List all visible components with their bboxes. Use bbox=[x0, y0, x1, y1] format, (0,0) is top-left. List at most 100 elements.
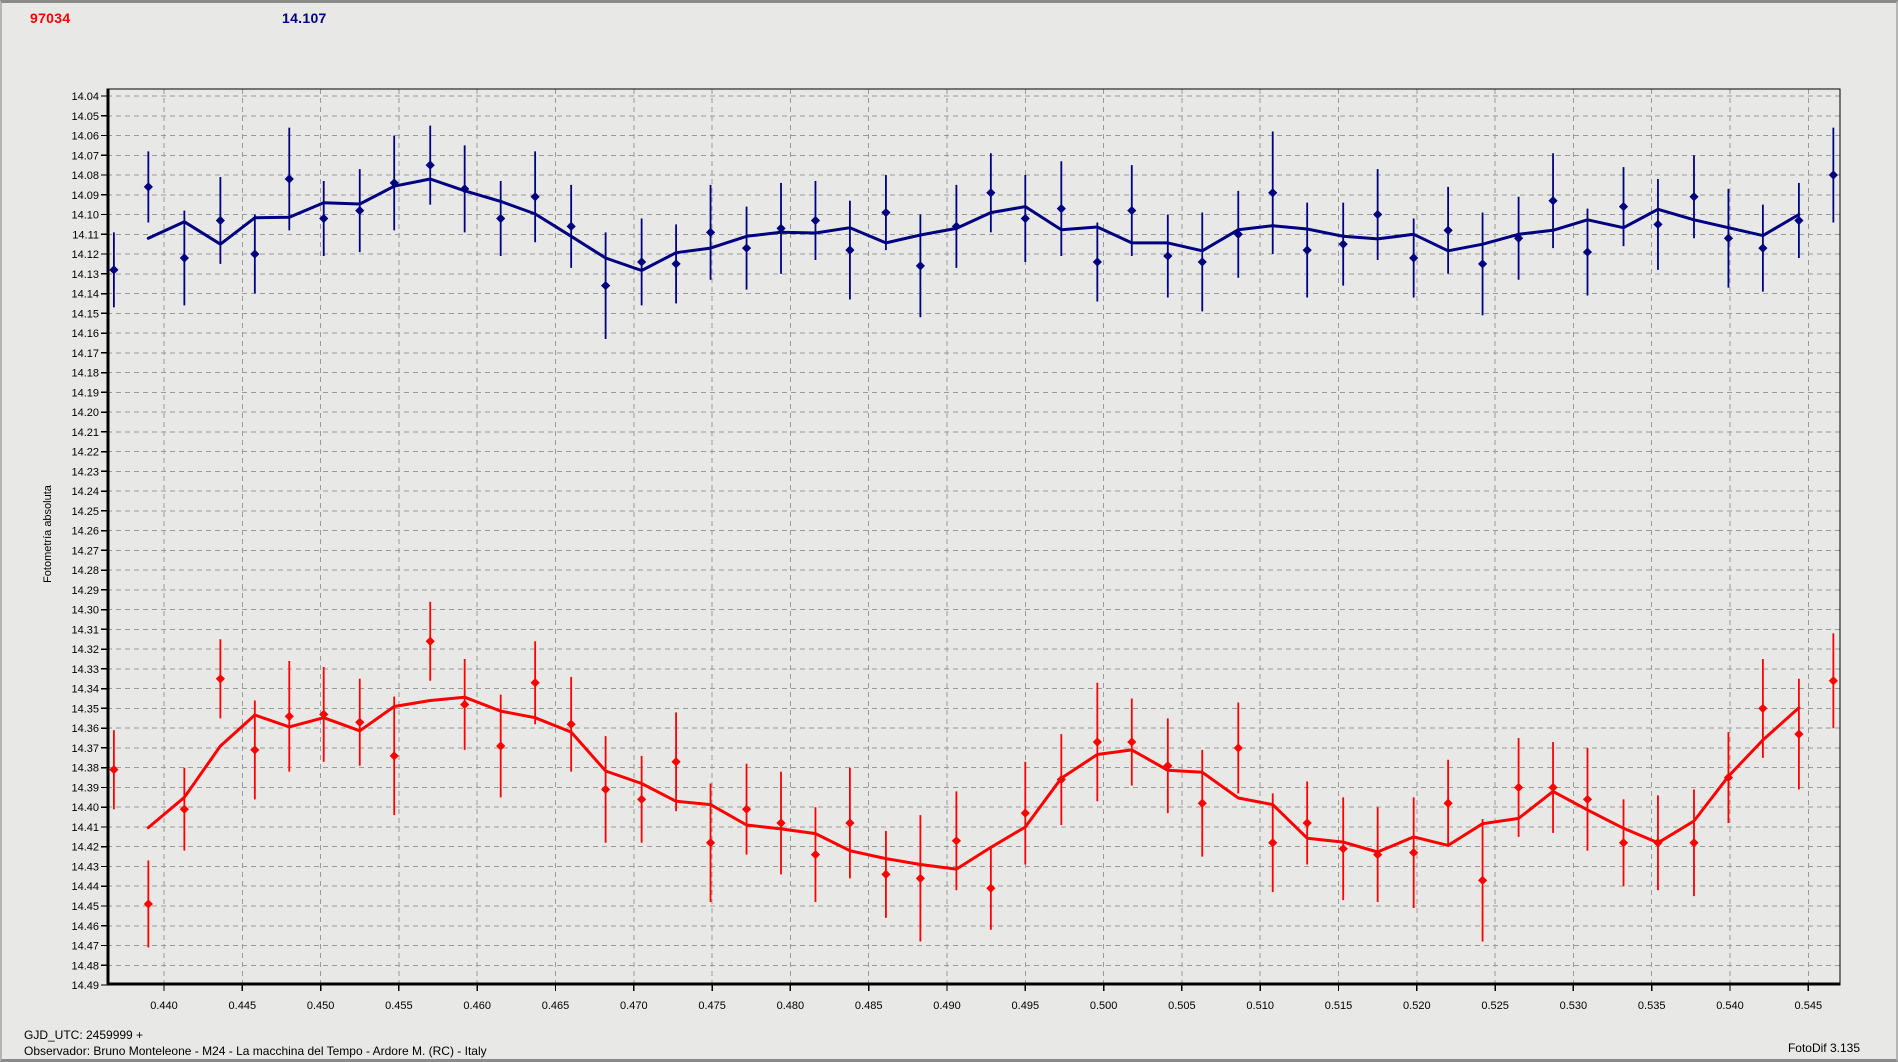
data-point-blue bbox=[1582, 247, 1593, 257]
y-tick-label: 14.04 bbox=[71, 91, 99, 103]
data-point-blue bbox=[1163, 251, 1173, 261]
data-point-blue bbox=[1197, 257, 1207, 267]
y-tick-label: 14.37 bbox=[71, 743, 99, 755]
x-tick-label: 0.445 bbox=[229, 1000, 257, 1012]
mean-line-red bbox=[146, 695, 1801, 871]
data-point-red bbox=[460, 699, 470, 710]
data-point-red bbox=[1409, 848, 1419, 858]
y-tick-label: 14.14 bbox=[71, 289, 99, 301]
x-tick-label: 0.535 bbox=[1638, 1000, 1666, 1012]
data-point-red bbox=[1020, 808, 1030, 818]
data-point-red bbox=[671, 757, 681, 767]
gjd-utc-label: GJD_UTC: 2459999 + bbox=[24, 1028, 144, 1042]
data-point-blue bbox=[566, 221, 576, 231]
data-point-red bbox=[741, 804, 752, 814]
data-point-red bbox=[881, 869, 891, 879]
data-point-blue bbox=[741, 243, 752, 253]
data-point-red bbox=[1302, 818, 1312, 828]
x-tick-label: 0.465 bbox=[542, 1000, 570, 1012]
x-tick-label: 0.490 bbox=[933, 1000, 961, 1012]
data-point-blue bbox=[1794, 215, 1804, 226]
data-point-blue bbox=[530, 192, 540, 202]
y-tick-label: 14.47 bbox=[71, 941, 99, 953]
data-point-blue bbox=[1127, 205, 1137, 216]
light-curve-chart: 14.04 14.05 14.06 14.07 14.08 14.09 14.10 14.11… bbox=[71, 88, 1841, 1012]
data-point-red bbox=[1513, 782, 1524, 793]
y-tick-label: 14.05 bbox=[71, 111, 99, 123]
y-tick-label: 14.26 bbox=[71, 526, 99, 538]
data-point-blue bbox=[109, 265, 119, 275]
object-id: 97034 bbox=[30, 10, 71, 26]
data-point-blue bbox=[1758, 243, 1768, 253]
y-tick-label: 14.31 bbox=[71, 624, 99, 636]
data-point-red bbox=[1092, 737, 1102, 747]
data-point-red bbox=[1548, 782, 1558, 793]
y-tick-label: 14.22 bbox=[71, 447, 99, 459]
x-tick-label: 0.500 bbox=[1090, 1000, 1118, 1012]
data-point-blue bbox=[1092, 257, 1102, 267]
data-point-blue bbox=[389, 178, 399, 188]
data-point-blue bbox=[496, 213, 506, 224]
data-point-blue bbox=[1689, 192, 1699, 202]
data-point-red bbox=[250, 745, 260, 755]
y-tick-label: 14.45 bbox=[71, 901, 99, 913]
data-point-red bbox=[319, 709, 329, 719]
data-point-red bbox=[1618, 838, 1629, 848]
mean-line-blue bbox=[146, 177, 1801, 272]
app-version-label: FotoDif 3.135 bbox=[1787, 1041, 1860, 1055]
y-tick-label: 14.11 bbox=[72, 229, 99, 241]
y-axis-title: Fotometría absoluta bbox=[42, 485, 54, 583]
y-tick-label: 14.42 bbox=[71, 842, 99, 854]
x-tick-label: 0.480 bbox=[777, 1000, 805, 1012]
data-point-blue bbox=[250, 249, 260, 259]
data-point-red bbox=[810, 850, 821, 860]
y-tick-label: 14.09 bbox=[71, 190, 99, 202]
data-point-blue bbox=[915, 261, 925, 271]
data-point-red bbox=[1233, 743, 1243, 753]
data-point-blue bbox=[179, 253, 189, 263]
data-point-blue bbox=[319, 213, 329, 224]
data-point-red bbox=[496, 741, 506, 751]
y-tick-label: 14.49 bbox=[71, 980, 99, 992]
data-point-red bbox=[637, 794, 647, 804]
data-point-blue bbox=[1723, 233, 1734, 243]
data-point-red bbox=[355, 717, 365, 727]
data-point-blue bbox=[1020, 213, 1030, 224]
data-point-red bbox=[1828, 676, 1838, 686]
x-tick-label: 0.515 bbox=[1325, 1000, 1353, 1012]
data-point-blue bbox=[1373, 209, 1383, 220]
y-tick-label: 14.20 bbox=[71, 407, 99, 419]
data-point-blue bbox=[776, 223, 786, 233]
data-point-blue bbox=[637, 257, 647, 267]
y-tick-label: 14.10 bbox=[71, 210, 99, 222]
y-tick-label: 14.46 bbox=[71, 921, 99, 933]
data-point-blue bbox=[284, 174, 294, 184]
data-point-red bbox=[215, 674, 225, 684]
x-tick-label: 0.520 bbox=[1403, 1000, 1431, 1012]
y-tick-label: 14.36 bbox=[71, 723, 99, 735]
y-tick-label: 14.30 bbox=[71, 605, 99, 617]
y-tick-label: 14.43 bbox=[71, 861, 99, 873]
x-tick-label: 0.530 bbox=[1560, 1000, 1588, 1012]
x-tick-label: 0.460 bbox=[463, 1000, 491, 1012]
y-tick-label: 14.44 bbox=[71, 881, 99, 893]
y-tick-label: 14.39 bbox=[71, 782, 99, 794]
data-point-red bbox=[1794, 729, 1804, 739]
data-point-red bbox=[109, 765, 119, 775]
data-point-red bbox=[1268, 838, 1278, 848]
data-point-blue bbox=[143, 182, 153, 192]
y-tick-label: 14.12 bbox=[71, 249, 99, 261]
y-tick-label: 14.23 bbox=[71, 466, 99, 478]
data-point-blue bbox=[1653, 219, 1663, 230]
y-tick-label: 14.41 bbox=[71, 822, 99, 834]
data-point-red bbox=[284, 711, 294, 721]
data-point-blue bbox=[425, 160, 435, 170]
y-tick-label: 14.35 bbox=[71, 703, 99, 715]
data-point-blue bbox=[986, 188, 996, 198]
data-point-red bbox=[1338, 844, 1348, 854]
data-point-red bbox=[845, 818, 855, 828]
data-point-red bbox=[1758, 703, 1768, 714]
data-point-blue bbox=[355, 205, 365, 216]
y-tick-label: 14.32 bbox=[71, 644, 99, 656]
y-tick-label: 14.28 bbox=[71, 565, 99, 577]
